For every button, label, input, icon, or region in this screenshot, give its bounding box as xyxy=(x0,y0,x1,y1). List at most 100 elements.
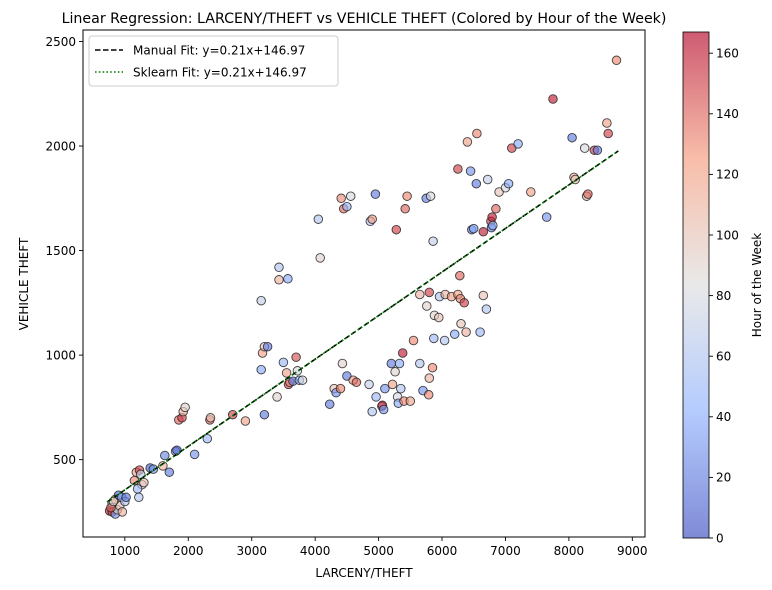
data-point xyxy=(275,263,284,272)
data-point xyxy=(482,305,491,314)
data-point xyxy=(284,275,293,284)
x-axis-ticks: 1000 2000 3000 4000 5000 6000 7000 8000 9000 xyxy=(110,537,648,558)
data-point xyxy=(466,167,475,176)
data-point xyxy=(612,56,621,65)
data-point xyxy=(279,358,288,367)
data-point xyxy=(292,353,301,362)
data-point xyxy=(409,336,418,345)
data-point xyxy=(604,129,613,138)
y-tick-label: 2500 xyxy=(45,35,76,49)
x-tick-label: 5000 xyxy=(363,544,394,558)
data-point xyxy=(603,119,612,128)
data-point xyxy=(368,215,377,224)
data-point xyxy=(428,363,437,372)
data-point xyxy=(472,179,481,188)
colorbar-tick-label: 60 xyxy=(716,350,731,364)
data-point xyxy=(181,403,190,412)
y-axis-ticks: 500 1000 1500 2000 2500 xyxy=(45,35,83,467)
data-point xyxy=(263,342,272,351)
legend: Manual Fit: y=0.21x+146.97 Sklearn Fit: … xyxy=(89,36,338,86)
data-point xyxy=(190,450,199,459)
y-axis-label: VEHICLE THEFT xyxy=(17,237,31,330)
y-tick-label: 1500 xyxy=(45,244,76,258)
data-point xyxy=(416,359,425,368)
data-point xyxy=(469,224,478,233)
colorbar-tick-label: 80 xyxy=(716,289,731,303)
data-point xyxy=(416,290,425,299)
data-point xyxy=(365,380,374,389)
data-point xyxy=(426,192,435,201)
data-point xyxy=(388,380,397,389)
colorbar: 0 20 40 60 80 100 120 140 160 Hour of the Week xyxy=(683,32,764,545)
data-point xyxy=(401,205,410,214)
data-point xyxy=(135,493,144,502)
scatter-points xyxy=(105,56,621,518)
data-point xyxy=(387,359,396,368)
colorbar-tick-label: 20 xyxy=(716,471,731,485)
chart-title: Linear Regression: LARCENY/THEFT vs VEHI… xyxy=(62,11,667,27)
data-point xyxy=(429,237,438,246)
data-point xyxy=(462,328,471,337)
colorbar-tick-label: 120 xyxy=(716,168,739,182)
colorbar-tick-label: 40 xyxy=(716,410,731,424)
data-point xyxy=(430,334,439,343)
data-point xyxy=(435,313,444,322)
data-point xyxy=(165,468,174,477)
data-point xyxy=(488,213,497,222)
data-point xyxy=(392,225,401,234)
data-point xyxy=(371,190,380,199)
data-point xyxy=(403,192,412,201)
data-point xyxy=(352,378,361,387)
data-point xyxy=(343,202,352,211)
y-tick-label: 2000 xyxy=(45,139,76,153)
data-point xyxy=(479,291,488,300)
colorbar-gradient xyxy=(683,32,709,538)
y-tick-label: 500 xyxy=(53,453,76,467)
data-point xyxy=(476,328,485,337)
colorbar-ticks: 0 20 40 60 80 100 120 140 160 xyxy=(709,47,739,546)
data-point xyxy=(298,376,307,385)
data-point xyxy=(206,414,215,423)
data-point xyxy=(463,138,472,147)
colorbar-tick-label: 140 xyxy=(716,107,739,121)
x-tick-label: 2000 xyxy=(173,544,204,558)
data-point xyxy=(257,296,266,305)
data-point xyxy=(473,129,482,138)
data-point xyxy=(483,175,492,184)
data-point xyxy=(118,508,127,517)
data-point xyxy=(314,215,323,224)
data-point xyxy=(424,391,433,400)
data-point xyxy=(489,221,498,230)
legend-manual-fit-label: Manual Fit: y=0.21x+146.97 xyxy=(133,44,305,58)
data-point xyxy=(397,384,406,393)
data-point xyxy=(368,407,377,416)
data-point xyxy=(257,365,266,374)
data-point xyxy=(398,349,407,358)
data-point xyxy=(460,299,469,308)
data-point xyxy=(316,254,325,263)
legend-sklearn-fit-label: Sklearn Fit: y=0.21x+146.97 xyxy=(133,66,307,80)
data-point xyxy=(542,213,551,222)
data-point xyxy=(241,417,250,426)
data-point xyxy=(338,359,347,368)
x-tick-label: 9000 xyxy=(617,544,648,558)
colorbar-tick-label: 160 xyxy=(716,47,739,61)
x-tick-label: 4000 xyxy=(300,544,331,558)
fit-line-sklearn xyxy=(107,151,618,502)
colorbar-label: Hour of the Week xyxy=(750,233,764,338)
data-point xyxy=(425,374,434,383)
x-axis-label: LARCENY/THEFT xyxy=(315,566,413,580)
x-tick-label: 3000 xyxy=(236,544,267,558)
data-point xyxy=(492,205,501,214)
data-point xyxy=(423,302,432,311)
colorbar-tick-label: 100 xyxy=(716,228,739,242)
data-point xyxy=(346,192,355,201)
data-point xyxy=(109,497,118,506)
x-tick-label: 6000 xyxy=(427,544,458,558)
data-point xyxy=(336,384,345,393)
data-point xyxy=(161,451,170,460)
data-point xyxy=(549,95,558,104)
data-point xyxy=(454,165,463,174)
colorbar-tick-label: 0 xyxy=(716,531,724,545)
data-point xyxy=(593,146,602,155)
